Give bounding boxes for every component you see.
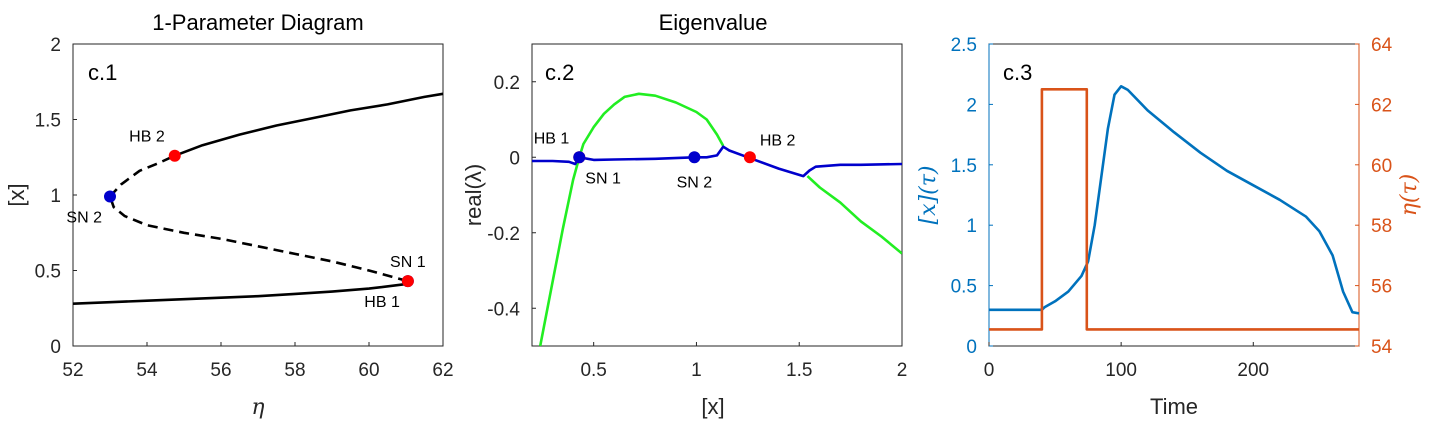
marker-label: HB 1 (364, 294, 400, 311)
x-axis-label: Time (1150, 394, 1198, 419)
panel-label: c.3 (1003, 60, 1032, 85)
marker-label: SN 1 (585, 170, 621, 187)
y-tick-label: 62 (1371, 95, 1392, 116)
marker-label: HB 2 (760, 132, 796, 149)
x-axis-label: η (251, 395, 264, 420)
marker-point (401, 275, 414, 288)
y-tick-label: 58 (1371, 216, 1392, 237)
y-tick-label: 60 (1371, 156, 1392, 177)
marker-label: SN 1 (390, 254, 426, 271)
y-axis-label-left: [x](τ) (916, 166, 941, 225)
x-tick-label: 0.5 (580, 360, 606, 381)
x-tick-label: 1.5 (786, 360, 812, 381)
marker-point (104, 190, 116, 203)
y-axis-label: [x] (4, 183, 29, 206)
y-tick-label: 64 (1371, 35, 1393, 56)
y-tick-label: -0.2 (487, 224, 520, 245)
y-tick-label: 0 (50, 337, 61, 358)
x-tick-label: 2 (897, 360, 908, 381)
y-axis-label: real(λ) (461, 164, 486, 226)
y-ticks: -0.4 -0.2 0 0.2 (487, 73, 536, 320)
series-line (989, 88, 1359, 331)
series-line (989, 85, 1360, 315)
y-tick-label: 0.5 (951, 277, 977, 298)
plot-area (988, 43, 1360, 347)
panel-c2: Eigenvalue 0.5 1 1.5 2 -0.4 -0.2 0 0.2 HB 1 SN … (461, 10, 907, 419)
x-tick-label: 56 (210, 360, 231, 381)
x-ticks: 0 100 200 (984, 342, 1269, 381)
x-tick-label: 52 (62, 360, 83, 381)
y-tick-label: 2.5 (951, 35, 977, 56)
y-axis-label-right: η(τ) (1397, 174, 1422, 217)
marker-point (688, 151, 701, 164)
marker-point (743, 151, 756, 164)
series-line (538, 92, 725, 346)
panel-c1: 1-Parameter Diagram 52 54 56 58 60 62 0 0.5 1 1.… (4, 10, 454, 420)
chart-title: Eigenvalue (659, 10, 768, 35)
y-tick-label: 0.5 (35, 262, 61, 283)
x-ticks: 0.5 1 1.5 2 (580, 342, 907, 381)
x-tick-label: 100 (1105, 360, 1137, 381)
y-ticks: 0 0.5 1 1.5 2 (35, 35, 77, 358)
y-tick-label: 2 (50, 35, 61, 56)
series-line (72, 280, 409, 305)
marker-label: HB 2 (129, 129, 165, 146)
x-tick-label: 54 (136, 360, 158, 381)
y-ticks-right: 54 56 58 60 62 64 (1355, 35, 1393, 358)
x-tick-label: 58 (284, 360, 305, 381)
y-tick-label: 56 (1371, 277, 1392, 298)
y-tick-label: 2 (966, 95, 977, 116)
panel-label: c.1 (88, 60, 117, 85)
series-line (806, 175, 902, 255)
x-tick-label: 62 (432, 360, 453, 381)
y-tick-label: 1.5 (951, 156, 977, 177)
x-axis-label: [x] (701, 394, 724, 419)
y-tick-label: 0 (509, 148, 520, 169)
x-tick-label: 0 (984, 360, 995, 381)
marker-point (573, 151, 586, 164)
markers: HB 1 SN 1 SN 2 HB 2 (534, 130, 796, 191)
x-tick-label: 200 (1237, 360, 1269, 381)
x-ticks: 52 54 56 58 60 62 (62, 342, 454, 381)
y-tick-label: 1 (966, 216, 977, 237)
marker-point (168, 149, 181, 162)
marker-label: HB 1 (534, 130, 570, 147)
series-lines (989, 85, 1360, 331)
x-tick-label: 60 (358, 360, 379, 381)
marker-label: SN 2 (66, 210, 102, 227)
series-line (174, 92, 444, 157)
series-line (108, 196, 409, 283)
markers: HB 2 SN 2 SN 1 HB 1 (66, 129, 425, 311)
y-tick-label: 1.5 (35, 111, 61, 132)
plot-area (531, 43, 903, 347)
y-ticks-left: 0 0.5 1 1.5 2 2.5 (951, 35, 993, 358)
series-line (109, 154, 176, 198)
y-tick-label: 54 (1371, 337, 1393, 358)
chart-title: 1-Parameter Diagram (152, 10, 364, 35)
series-lines (72, 92, 444, 305)
y-tick-label: 0 (966, 337, 977, 358)
x-tick-label: 1 (691, 360, 702, 381)
y-tick-label: -0.4 (487, 299, 520, 320)
y-tick-label: 0.2 (494, 73, 520, 94)
marker-label: SN 2 (677, 174, 713, 191)
y-tick-label: 1 (50, 186, 61, 207)
panel-c3: 0 100 200 0 0.5 1 1.5 2 2.5 54 56 58 60 62 64 c.3 Ti… (916, 35, 1422, 419)
panel-label: c.2 (545, 60, 574, 85)
